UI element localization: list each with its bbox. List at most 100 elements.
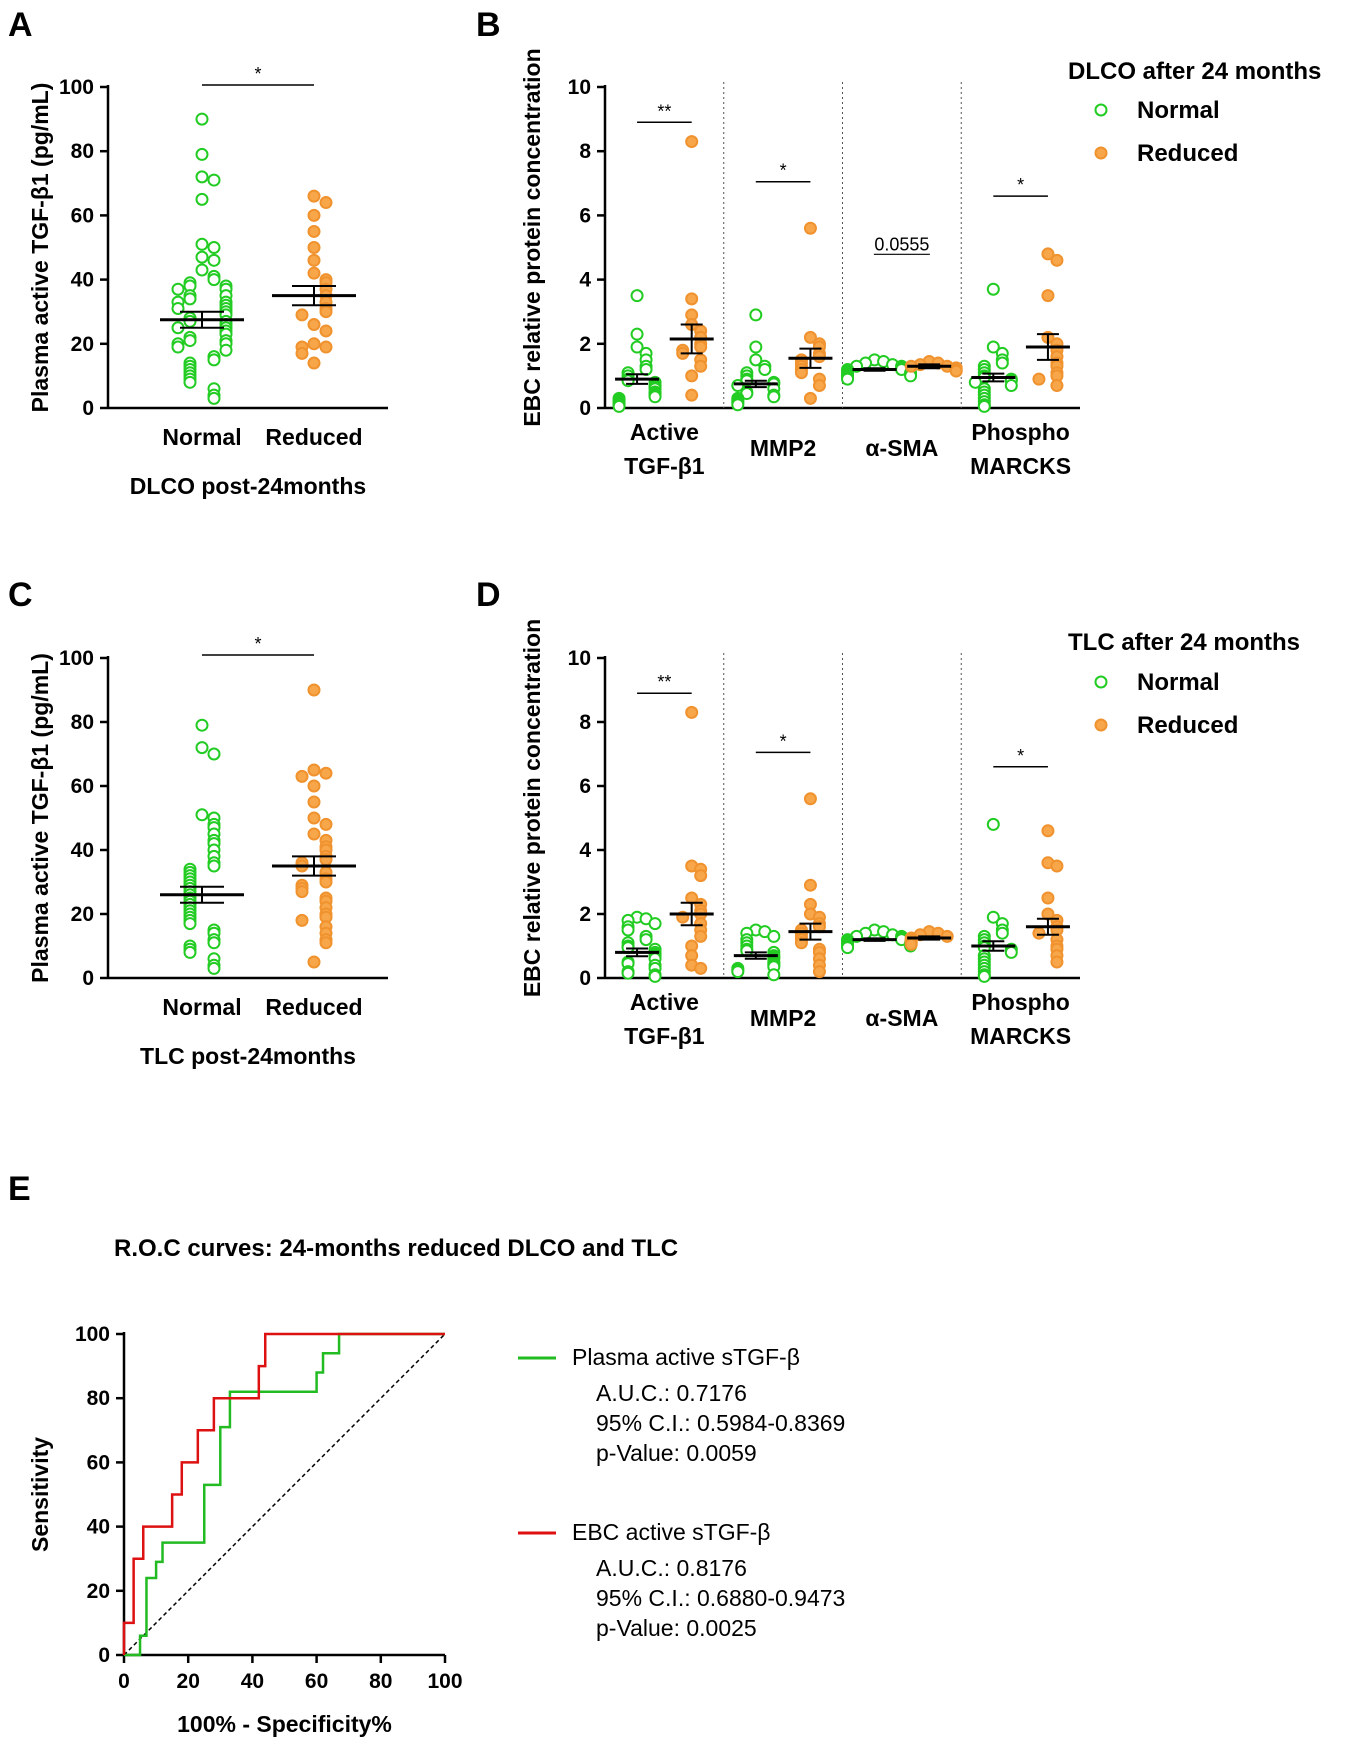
data-point-reduced xyxy=(307,318,321,332)
significance-label: * xyxy=(1017,175,1024,195)
data-point-reduced xyxy=(1050,859,1064,873)
data-point-reduced xyxy=(307,266,321,280)
data-point-normal xyxy=(1004,379,1018,393)
data-point-reduced xyxy=(307,356,321,370)
data-point-reduced xyxy=(685,135,699,149)
data-point-normal xyxy=(995,356,1009,370)
panel-letter-A: A xyxy=(8,6,33,44)
data-point-reduced xyxy=(904,937,918,951)
group-label-line: TGF-β1 xyxy=(624,453,705,479)
data-point-reduced xyxy=(803,330,817,344)
group-label-line: Phospho xyxy=(971,419,1069,445)
y-axis-title: Plasma active TGF-β1 (pg/mL) xyxy=(27,653,53,983)
group-label-line: Active xyxy=(630,989,699,1015)
legend-marker-reduced xyxy=(1094,146,1108,160)
y-tick-label: 100 xyxy=(59,647,94,670)
legend-title: TLC after 24 months xyxy=(1068,629,1300,656)
data-point-reduced xyxy=(319,340,333,354)
panel-B: B 0 2 4 6 8 10 EBC relative protein concentrati… xyxy=(476,6,1321,479)
data-point-reduced xyxy=(694,359,708,373)
y-tick-label: 80 xyxy=(71,711,94,734)
data-point-reduced xyxy=(940,929,954,943)
y-tick-label: 2 xyxy=(579,333,591,356)
data-point-normal xyxy=(995,926,1009,940)
y-axis-title: EBC relative protein concentration xyxy=(519,619,545,997)
data-point-normal xyxy=(621,923,635,937)
group-label-line: MARCKS xyxy=(970,1023,1071,1049)
data-point-reduced xyxy=(803,221,817,235)
data-point-normal xyxy=(207,747,221,761)
data-point-normal xyxy=(183,334,197,348)
data-point-normal xyxy=(207,936,221,950)
data-point-reduced xyxy=(307,955,321,969)
roc-curve-plasma xyxy=(124,1332,445,1657)
y-tick-label: 20 xyxy=(71,903,94,926)
y-tick-label: 6 xyxy=(579,775,591,798)
legend-p-value: p-Value: 0.0059 xyxy=(596,1440,757,1466)
data-point-reduced xyxy=(685,369,699,383)
data-point-reduced xyxy=(949,364,963,378)
legend-label-normal: Normal xyxy=(1137,669,1220,696)
data-point-normal xyxy=(183,917,197,931)
group-label-line: MARCKS xyxy=(970,453,1071,479)
y-tick-label: 0 xyxy=(98,1644,110,1667)
data-point-reduced xyxy=(307,241,321,254)
data-point-normal xyxy=(195,808,209,822)
y-tick-label: 20 xyxy=(87,1580,110,1603)
data-point-normal xyxy=(731,965,745,979)
data-point-normal xyxy=(207,173,221,187)
data-point-reduced xyxy=(1041,289,1055,303)
y-tick-label: 60 xyxy=(71,775,94,798)
data-point-reduced xyxy=(307,827,321,841)
panel-letter-E: E xyxy=(8,1170,31,1208)
legend-ci: 95% C.I.: 0.5984-0.8369 xyxy=(596,1410,845,1436)
data-point-normal xyxy=(171,282,185,296)
data-point-normal xyxy=(767,929,781,943)
significance-label: ** xyxy=(657,101,671,121)
data-point-normal xyxy=(977,399,991,413)
group-label-line: α-SMA xyxy=(865,1005,938,1031)
x-axis-title: 100% - Specificity% xyxy=(177,1711,392,1737)
data-point-normal xyxy=(977,969,991,983)
data-point-reduced xyxy=(812,350,826,364)
y-tick-label: 6 xyxy=(579,204,591,227)
y-tick-label: 4 xyxy=(579,839,591,862)
significance-label: ** xyxy=(657,672,671,692)
data-point-normal xyxy=(749,308,763,322)
data-point-reduced xyxy=(694,869,708,883)
panel-C: C 0 20 40 60 80 100 Plasma active TGF-β1 (pg/mL… xyxy=(8,576,388,1069)
legend-series-name: Plasma active sTGF-β xyxy=(572,1344,800,1370)
legend-marker-reduced xyxy=(1094,718,1108,732)
data-point-normal xyxy=(986,817,1000,831)
data-point-normal xyxy=(612,399,626,413)
data-point-reduced xyxy=(1050,955,1064,969)
y-tick-label: 60 xyxy=(71,204,94,227)
data-point-reduced xyxy=(319,766,333,780)
data-point-normal xyxy=(195,170,209,184)
y-tick-label: 100 xyxy=(59,76,94,99)
y-axis-title: Plasma active TGF-β1 (pg/mL) xyxy=(27,83,53,413)
data-point-normal xyxy=(841,372,855,386)
data-point-normal xyxy=(986,910,1000,924)
data-point-reduced xyxy=(295,346,309,360)
y-tick-label: 100 xyxy=(75,1323,110,1346)
roc-curve-ebc xyxy=(122,1332,445,1655)
data-point-reduced xyxy=(319,936,333,950)
y-tick-label: 80 xyxy=(87,1387,110,1410)
data-point-reduced xyxy=(307,779,321,793)
panel-letter-D: D xyxy=(476,576,501,614)
group-label: α-SMA xyxy=(865,1005,938,1031)
y-tick-label: 0 xyxy=(579,967,591,990)
data-point-normal xyxy=(195,112,209,126)
data-point-reduced xyxy=(307,795,321,809)
data-point-normal xyxy=(195,250,209,264)
significance-label: 0.0555 xyxy=(874,234,929,254)
legend-label-normal: Normal xyxy=(1137,97,1220,124)
x-tick-label: 60 xyxy=(305,1670,328,1693)
significance-label: * xyxy=(1017,746,1024,766)
data-point-reduced xyxy=(319,305,333,319)
data-point-normal xyxy=(207,961,221,975)
y-tick-label: 40 xyxy=(87,1516,110,1539)
y-tick-label: 40 xyxy=(71,269,94,292)
